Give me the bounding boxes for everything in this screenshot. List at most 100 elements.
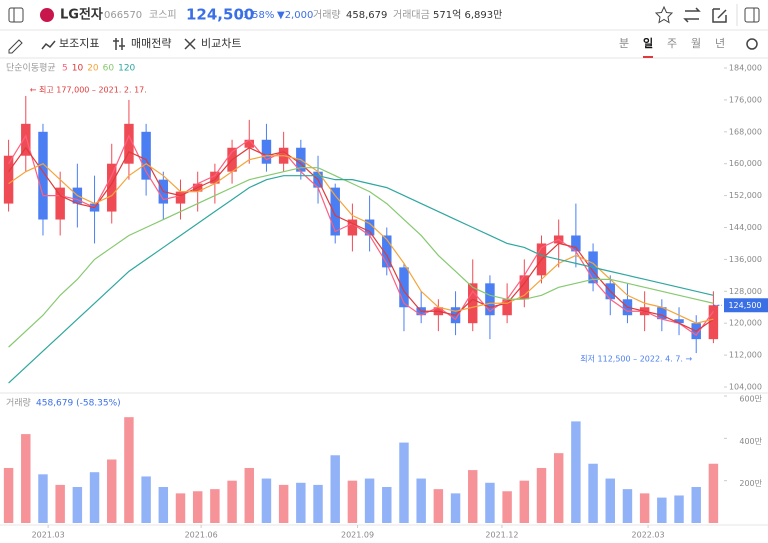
change: ▼2,000 [277, 10, 313, 21]
volume-bar [141, 476, 151, 523]
volume-bar [674, 495, 684, 523]
stock-code: 066570 [104, 10, 142, 21]
sidebar-toggle[interactable] [8, 7, 24, 23]
candle-body [571, 235, 581, 252]
candle-body [382, 235, 392, 268]
x-tick-label: 2021.09 [341, 531, 374, 540]
legend-entry: 10 [72, 64, 84, 74]
market: 코스피 [149, 9, 177, 21]
legend-entry: 20 [87, 64, 99, 74]
volume-bar [553, 453, 564, 523]
volume-bar [519, 480, 530, 523]
volume-bar [227, 480, 237, 523]
panel-toggle[interactable] [744, 7, 760, 23]
volume-bar [175, 493, 186, 523]
annotation: 최저 112,500 – 2022. 4. 7. → [580, 354, 692, 364]
period-tab[interactable]: 년 [715, 37, 725, 50]
y-tick-label: 176,000 [729, 95, 762, 104]
candle-body [21, 123, 31, 156]
period-tab[interactable]: 월 [691, 37, 701, 50]
candle-body [38, 131, 48, 220]
settings-button[interactable] [746, 38, 758, 50]
candle-body [502, 299, 512, 316]
legend-entry: 5 [62, 64, 68, 74]
volume-bar [605, 478, 615, 523]
volume-bar [657, 497, 667, 523]
volume-tick-label: 600만 [739, 395, 762, 404]
volume: 458,679 [346, 10, 387, 21]
x-tick-label: 2021.12 [485, 531, 518, 540]
legend-entry: 60 [103, 64, 115, 74]
period-tab[interactable]: 주 [667, 37, 677, 50]
icon [184, 38, 196, 50]
volume-bar [192, 491, 203, 523]
annotation: ← 최고 177,000 – 2021. 2. 17. [30, 84, 147, 94]
legend-entry: 120 [118, 64, 135, 74]
stock-name: LG전자 [60, 7, 103, 23]
volume-label: 거래량 [313, 9, 341, 21]
volume-bar [261, 478, 272, 523]
period-tab[interactable]: 분 [619, 37, 629, 50]
ma-line [8, 175, 714, 384]
candle-body [175, 191, 186, 204]
x-tick-label: 2021.03 [32, 531, 65, 540]
ma-line [8, 146, 714, 332]
candle-body [657, 307, 667, 320]
ma-line [8, 155, 714, 324]
candle-body [244, 139, 254, 148]
y-tick-label: 136,000 [729, 255, 762, 264]
y-tick-label: 168,000 [729, 127, 762, 136]
current-price-tag [724, 298, 768, 313]
compare-button[interactable]: 비교차트 [201, 37, 241, 50]
volume-tick-label: 200만 [739, 479, 762, 488]
candle-body [674, 319, 684, 324]
volume-panel-info: 458,679 (-58.35%) [36, 399, 121, 409]
volume-bar [244, 467, 254, 523]
candle-body [468, 283, 478, 324]
swap-button[interactable] [683, 7, 701, 23]
icon [113, 38, 125, 50]
volume-bar [450, 493, 461, 523]
volume-bar [468, 470, 478, 523]
volume-bar [502, 491, 512, 523]
candle-body [261, 139, 272, 164]
change-pct: -1.58% [239, 10, 274, 21]
volume-bar [347, 480, 358, 523]
candle-body [124, 123, 134, 164]
x-tick-label: 2021.06 [185, 531, 218, 540]
candle-body [141, 131, 151, 180]
candle-body [399, 267, 409, 308]
y-tick-label: 144,000 [729, 223, 762, 232]
volume-bar [278, 484, 289, 523]
y-tick-label: 184,000 [729, 64, 762, 73]
favorite-button[interactable] [654, 5, 674, 24]
volume-bar [433, 489, 444, 523]
y-tick-label: 160,000 [729, 159, 762, 168]
indicators-button[interactable]: 보조지표 [59, 37, 99, 50]
volume-bar [38, 474, 48, 523]
volume-bar [639, 493, 650, 523]
volume-bar [124, 417, 134, 523]
volume-bar [691, 487, 701, 523]
edit-button[interactable] [712, 8, 727, 23]
period-tab[interactable]: 일 [643, 36, 653, 50]
draw-button[interactable] [8, 39, 23, 54]
logo [40, 8, 54, 22]
volume-panel-label: 거래량 [6, 397, 31, 409]
volume-bar [72, 487, 83, 523]
volume-bar [313, 484, 323, 523]
current-price-label: 124,500 [728, 301, 761, 310]
volume-bar [330, 455, 340, 523]
volume-bar [89, 472, 100, 523]
volume-bar [364, 478, 375, 523]
volume-bar [588, 463, 598, 523]
volume-bar [21, 434, 31, 523]
candle-body [55, 187, 65, 220]
y-tick-label: 104,000 [729, 383, 762, 392]
volume-bar [622, 489, 633, 523]
amount: 571억 6,893만 [433, 9, 502, 21]
volume-bar [382, 487, 392, 523]
volume-bar [571, 421, 581, 523]
strategy-button[interactable]: 매매전략 [131, 37, 171, 50]
